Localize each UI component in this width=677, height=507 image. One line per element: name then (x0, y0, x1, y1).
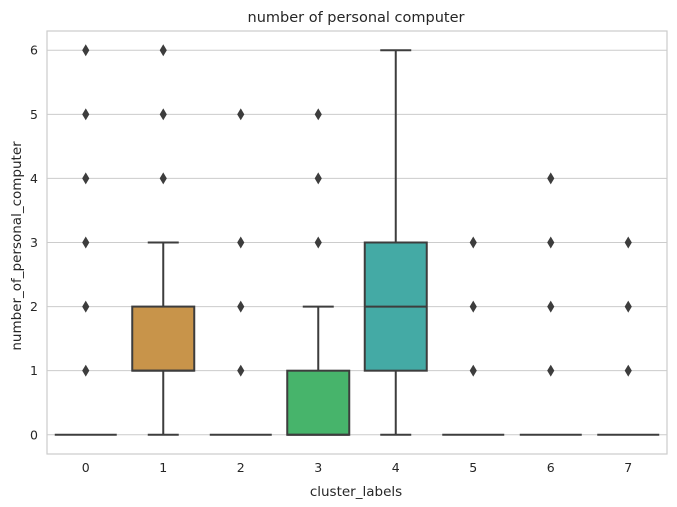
y-tick-label: 4 (30, 171, 38, 186)
outlier-point (159, 172, 167, 185)
y-axis-label: number_of_personal_computer (9, 141, 25, 351)
outlier-point (469, 300, 477, 313)
outlier-point (314, 236, 322, 249)
box-0 (54, 44, 117, 436)
x-tick-label: 0 (82, 460, 90, 475)
y-tick-label: 6 (30, 43, 38, 58)
outlier-point (624, 300, 632, 313)
box-4 (363, 49, 428, 436)
chart-title: number of personal computer (248, 10, 465, 26)
outlier-point (314, 108, 322, 121)
box-2 (209, 108, 272, 436)
outlier-point (82, 44, 90, 57)
outlier-point (469, 364, 477, 377)
outlier-point (547, 300, 555, 313)
outlier-point (237, 108, 245, 121)
box-5 (442, 236, 505, 436)
outlier-point (237, 300, 245, 313)
box-body (286, 369, 351, 436)
outlier-point (82, 108, 90, 121)
plot-frame (46, 30, 668, 455)
x-axis-label: cluster_labels (310, 484, 402, 500)
outlier-point (237, 236, 245, 249)
plot-border (46, 30, 668, 455)
y-tick-label: 1 (30, 363, 38, 378)
grid-lines (47, 49, 667, 436)
outlier-point (159, 108, 167, 121)
outlier-point (82, 300, 90, 313)
outlier-point (469, 236, 477, 249)
outlier-point (82, 236, 90, 249)
outlier-point (547, 364, 555, 377)
y-tick-label: 3 (30, 235, 38, 250)
box-1 (131, 44, 196, 436)
x-tick-label: 2 (237, 460, 245, 475)
outlier-point (237, 364, 245, 377)
outlier-point (624, 364, 632, 377)
outlier-point (82, 172, 90, 185)
y-tick-label: 2 (30, 299, 38, 314)
boxes-group (54, 44, 660, 436)
outlier-point (624, 236, 632, 249)
outlier-point (82, 364, 90, 377)
x-tick-label: 4 (392, 460, 400, 475)
y-tick-label: 0 (30, 427, 38, 442)
outlier-point (314, 172, 322, 185)
outlier-point (547, 236, 555, 249)
y-tick-label: 5 (30, 107, 38, 122)
x-tick-label: 6 (547, 460, 555, 475)
box-body (131, 305, 196, 372)
outlier-point (547, 172, 555, 185)
y-tick-labels: 0 1 2 3 4 5 6 (30, 43, 38, 443)
x-tick-label: 3 (314, 460, 322, 475)
box-3 (286, 108, 351, 436)
box-7 (597, 236, 660, 436)
x-tick-label: 5 (469, 460, 477, 475)
box-6 (519, 172, 582, 436)
outlier-point (159, 44, 167, 57)
x-tick-label: 1 (159, 460, 167, 475)
x-tick-labels: 0 1 2 3 4 5 6 7 (82, 460, 632, 475)
x-tick-label: 7 (624, 460, 632, 475)
